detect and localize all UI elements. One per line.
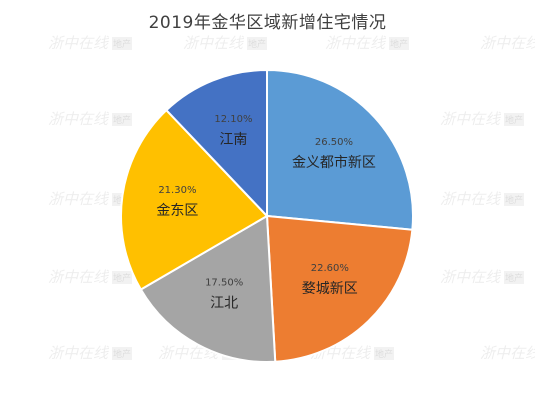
slice-category-label: 江北 bbox=[210, 296, 238, 312]
watermark-text: 浙中在线 bbox=[440, 110, 502, 128]
watermark-badge-text: 地产 bbox=[375, 348, 393, 360]
pie-slice bbox=[266, 68, 414, 231]
watermark-badge-text: 地产 bbox=[113, 38, 131, 50]
watermark-text: 浙中在线 bbox=[48, 344, 110, 362]
slice-category-label: 金义都市新区 bbox=[292, 154, 376, 171]
watermark-text: 浙中在线 bbox=[48, 110, 110, 128]
slice-category-label: 江南 bbox=[219, 132, 247, 148]
slice-value-label: 22.60% bbox=[311, 263, 349, 274]
watermark-badge-text: 地产 bbox=[113, 348, 131, 360]
watermark-badge-text: 地产 bbox=[248, 38, 266, 50]
slice-value-label: 12.10% bbox=[214, 114, 252, 125]
watermark-badge bbox=[112, 37, 132, 50]
watermark-badge-text: 地产 bbox=[505, 194, 523, 206]
watermark-text: 浙中在线 bbox=[183, 34, 245, 52]
slice-value-label: 17.50% bbox=[205, 278, 243, 289]
watermark-text: 浙中在线 bbox=[440, 190, 502, 208]
pie-slices bbox=[120, 68, 414, 363]
watermark-badge-text: 地产 bbox=[113, 272, 131, 284]
watermark-badge bbox=[112, 113, 132, 126]
watermark-badge bbox=[504, 193, 524, 206]
slice-category-label: 金东区 bbox=[156, 203, 198, 219]
watermark-badge-text: 地产 bbox=[390, 38, 408, 50]
watermark-text: 浙中在线 bbox=[48, 268, 110, 286]
watermark-badge bbox=[247, 37, 267, 50]
watermark-text: 浙中在线 bbox=[48, 190, 110, 208]
watermark-badge bbox=[112, 347, 132, 360]
slice-category-label: 婺城新区 bbox=[302, 281, 358, 297]
pie-slice bbox=[120, 108, 269, 291]
pie-slice bbox=[265, 214, 414, 363]
slice-value-label: 21.30% bbox=[158, 185, 196, 196]
pie-labels: 26.50% 金义都市新区 22.60% 婺城新区 17.50% 江北 21.30% 金东区 1… bbox=[156, 114, 376, 312]
watermark-badge bbox=[504, 113, 524, 126]
watermark-badge bbox=[112, 271, 132, 284]
watermark-badge bbox=[389, 37, 409, 50]
watermark-text: 浙中在线 bbox=[440, 268, 502, 286]
watermark-badge-text: 地产 bbox=[113, 114, 131, 126]
watermark-badge bbox=[374, 347, 394, 360]
watermark-text: 浙中在线 bbox=[325, 34, 387, 52]
watermark-text: 浙中在线 bbox=[48, 34, 110, 52]
slice-value-label: 26.50% bbox=[315, 137, 353, 148]
watermark-badge-text: 地产 bbox=[505, 272, 523, 284]
watermark-text: 浙中在线 bbox=[480, 344, 535, 362]
pie-slice bbox=[164, 68, 268, 219]
pie-slice bbox=[139, 214, 277, 363]
watermark-badge bbox=[504, 271, 524, 284]
chart-title: 2019年金华区域新增住宅情况 bbox=[148, 13, 387, 33]
watermark-badge-text: 地产 bbox=[505, 114, 523, 126]
watermark-text: 浙中在线 bbox=[480, 34, 535, 52]
